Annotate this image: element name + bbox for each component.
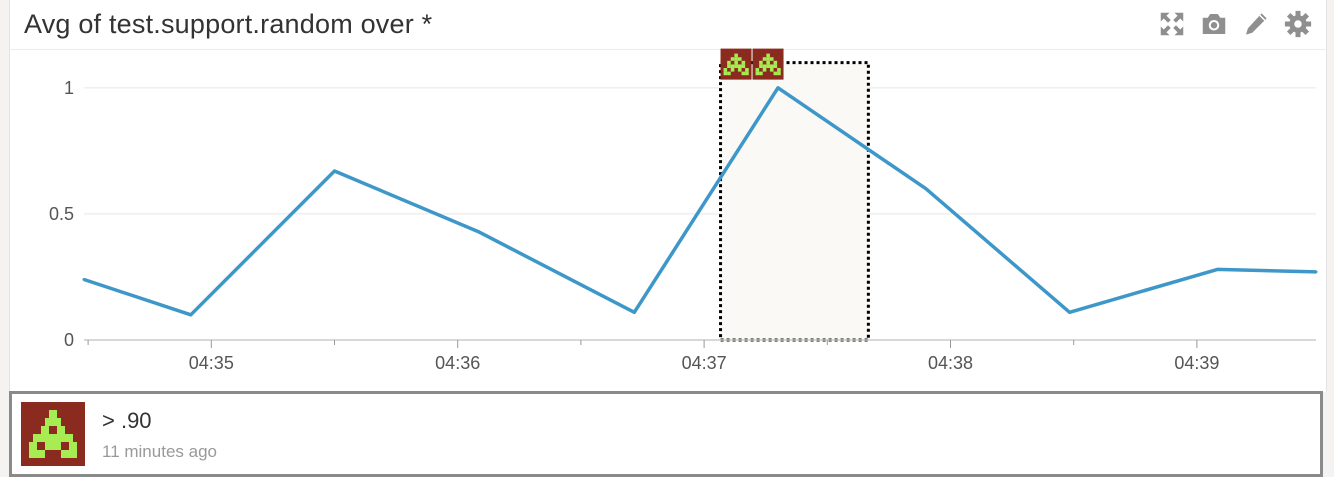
event-marker-pixel bbox=[745, 71, 749, 76]
event-highlight bbox=[719, 61, 870, 342]
event-marker-pixel bbox=[730, 64, 735, 69]
event-marker-pixel bbox=[759, 60, 763, 65]
event-marker-pixel bbox=[766, 53, 770, 58]
event-marker-pixel bbox=[777, 71, 781, 76]
event-marker-pixel bbox=[737, 64, 742, 69]
event-marker-pixel bbox=[769, 68, 774, 72]
gear-icon[interactable] bbox=[1280, 7, 1316, 41]
event-marker-pixel bbox=[762, 68, 767, 72]
widget-title: Avg of test.support.random over * bbox=[24, 9, 433, 39]
event-marker-pixel bbox=[734, 57, 738, 61]
event-marker-pixel bbox=[741, 64, 746, 69]
event-marker-pixel bbox=[737, 57, 742, 61]
event-window bbox=[719, 48, 870, 342]
event-marker-pixel bbox=[773, 71, 778, 76]
event-marker-pixel bbox=[766, 57, 770, 61]
pencil-icon[interactable] bbox=[1238, 7, 1274, 41]
event-marker-pixel bbox=[755, 68, 760, 72]
event-marker-pixel bbox=[730, 57, 735, 61]
title-divider bbox=[10, 49, 1326, 50]
event-marker-pixel bbox=[762, 57, 767, 61]
event-marker-pixel bbox=[773, 60, 778, 65]
event-marker-pixel bbox=[727, 60, 731, 65]
event-marker-pixel bbox=[723, 71, 728, 76]
y-tick-label: 1 bbox=[64, 78, 74, 98]
event-marker-pixel bbox=[745, 68, 749, 72]
data-point bbox=[632, 310, 636, 314]
event-marker-pixel bbox=[741, 60, 746, 65]
camera-icon[interactable] bbox=[1196, 7, 1232, 41]
data-point bbox=[189, 313, 193, 317]
axes: 0 0.5 1 04:35 04:36 04:37 04:38 04:39 bbox=[49, 78, 1316, 373]
line-chart[interactable]: 0 0.5 1 04:35 04:36 04:37 04:38 04:39 bbox=[0, 0, 1334, 392]
x-tick-label: 04:35 bbox=[189, 353, 234, 373]
event-marker-pixel bbox=[773, 64, 778, 69]
data-point bbox=[776, 86, 780, 90]
data-point bbox=[1314, 270, 1318, 274]
data-point bbox=[1068, 310, 1072, 314]
grid-lines bbox=[84, 87, 1316, 215]
series-line bbox=[83, 86, 1317, 317]
event-marker-pixel bbox=[755, 71, 760, 76]
event-marker-pixel bbox=[769, 57, 774, 61]
event-marker-pixel bbox=[759, 64, 763, 69]
data-point bbox=[333, 169, 337, 173]
event-marker-pixel bbox=[737, 68, 742, 72]
event-marker-pixel bbox=[769, 64, 774, 69]
timeseries-widget: Avg of test.support.random over * bbox=[9, 0, 1327, 392]
x-tick-label: 04:36 bbox=[435, 353, 480, 373]
event-timestamp: 11 minutes ago bbox=[102, 442, 217, 461]
event-item[interactable]: > .90 11 minutes ago bbox=[9, 391, 1323, 477]
y-tick-label: 0 bbox=[64, 330, 74, 350]
data-point bbox=[924, 187, 928, 191]
event-marker-pixel bbox=[766, 60, 770, 65]
event-marker-icon bbox=[720, 48, 752, 80]
series-layer bbox=[82, 86, 1318, 317]
event-marker-pixel bbox=[741, 71, 746, 76]
widget-toolbar bbox=[1154, 7, 1316, 41]
event-marker-pixel bbox=[727, 71, 731, 76]
event-marker-pixel bbox=[734, 53, 738, 58]
expand-icon[interactable] bbox=[1154, 7, 1190, 41]
event-marker-icon bbox=[752, 48, 784, 80]
x-tick-label: 04:38 bbox=[928, 353, 973, 373]
data-point bbox=[1215, 267, 1219, 271]
event-title: > .90 bbox=[102, 408, 152, 433]
event-marker-pixel bbox=[727, 64, 731, 69]
event-marker-pixel bbox=[762, 64, 767, 69]
event-marker-pixel bbox=[730, 68, 735, 72]
x-tick-label: 04:39 bbox=[1174, 353, 1219, 373]
data-point bbox=[82, 277, 86, 281]
x-tick-label: 04:37 bbox=[682, 353, 727, 373]
event-marker-pixel bbox=[734, 60, 738, 65]
event-marker-pixel bbox=[777, 68, 781, 72]
data-point bbox=[476, 230, 480, 234]
event-marker-pixel bbox=[766, 64, 770, 69]
event-marker-pixel bbox=[734, 64, 738, 69]
y-tick-label: 0.5 bbox=[49, 204, 74, 224]
monitor-alert-icon bbox=[21, 402, 85, 466]
event-marker-pixel bbox=[723, 68, 728, 72]
event-marker-pixel bbox=[759, 71, 763, 76]
